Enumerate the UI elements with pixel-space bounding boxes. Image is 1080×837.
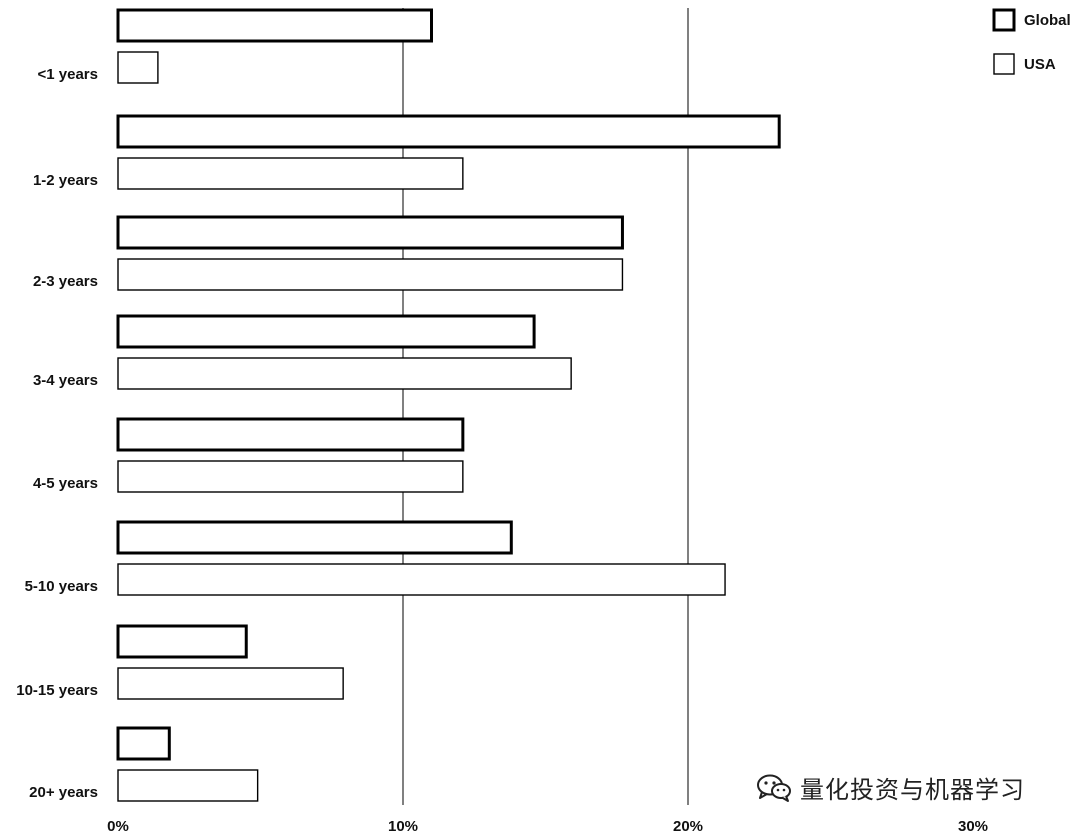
category-labels: <1 years 1-2 years 2-3 years 3-4 years 4-5 y… [16,66,98,801]
bar-usa-5 [117,563,726,596]
category-label: 3-4 years [33,372,98,389]
legend: Global USA [992,8,1071,75]
category-label: 10-15 years [16,682,98,699]
x-tick-label: 0% [107,818,129,835]
bar-global-2 [116,215,624,250]
x-axis-ticks: 0% 10% 20% 30% [107,818,988,835]
bar-global-5 [116,520,513,555]
category-label: 20+ years [29,784,98,801]
bar-usa-1 [117,157,464,190]
bar-global-3 [116,314,536,349]
watermark-text: 量化投资与机器学习 [800,776,1025,804]
legend-label-usa: USA [1024,56,1056,73]
category-label: 5-10 years [25,578,98,595]
x-tick-label: 10% [388,818,418,835]
x-tick-label: 20% [673,818,703,835]
wechat-icon [757,774,791,802]
bar-usa-4 [117,460,464,493]
bar-usa-6 [117,667,344,700]
bar-usa-7 [117,769,259,802]
category-label: 4-5 years [33,475,98,492]
bar-global-0 [116,8,433,43]
bar-global-1 [116,114,781,149]
bars [116,8,781,802]
legend-swatch-usa [993,53,1015,75]
legend-swatch-global [992,8,1016,32]
bar-usa-0 [117,51,159,84]
bar-global-4 [116,417,465,452]
category-label: 2-3 years [33,273,98,290]
bar-global-7 [116,726,171,761]
category-label: <1 years [38,66,98,83]
bar-usa-3 [117,357,572,390]
watermark: 量化投资与机器学习 [756,770,1025,805]
bar-global-6 [116,624,248,659]
legend-label-global: Global [1024,12,1071,29]
x-tick-label: 30% [958,818,988,835]
category-label: 1-2 years [33,172,98,189]
bar-usa-2 [117,258,624,291]
